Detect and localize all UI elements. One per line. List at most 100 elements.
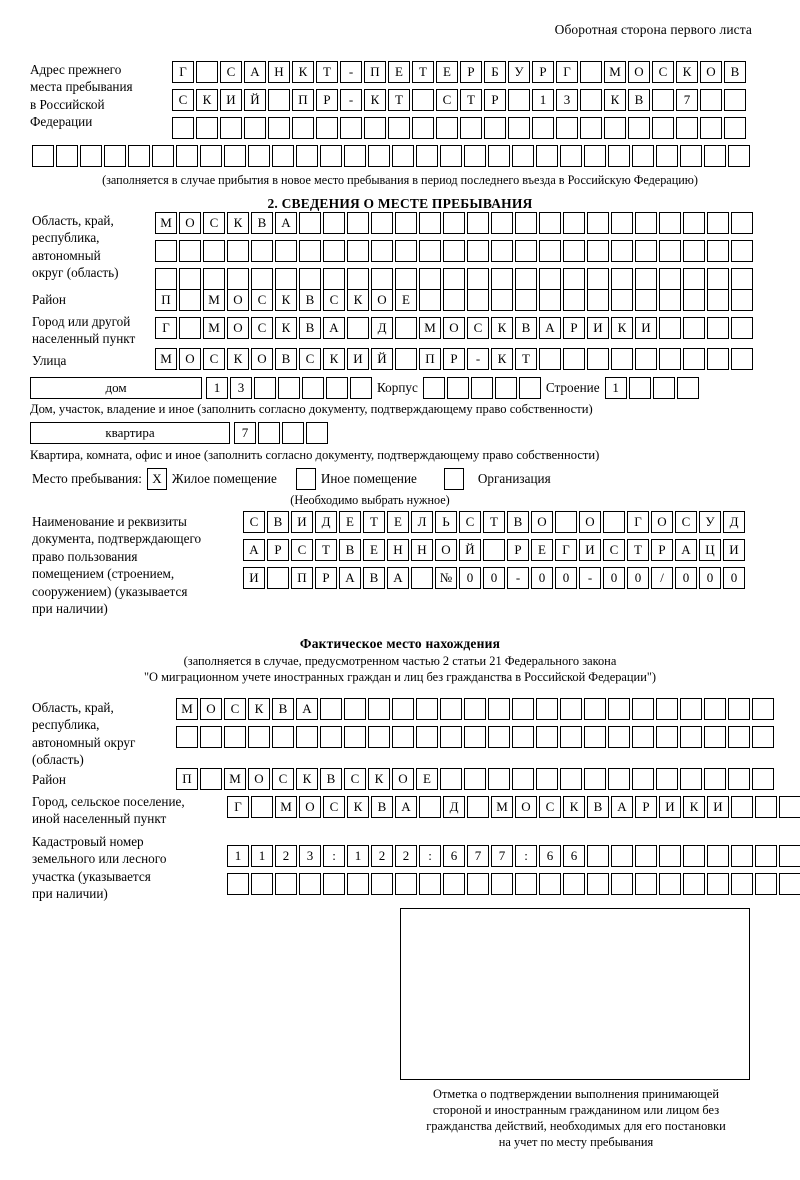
actual-region-row-1-cell-24[interactable]: [728, 698, 750, 720]
actual-district-cells-cell-6[interactable]: К: [296, 768, 318, 790]
section2-region-row-3-cell-2[interactable]: [179, 268, 201, 290]
previous-address-row-2-cell-18[interactable]: [580, 89, 602, 111]
section2-region-row-2-cell-5[interactable]: [251, 240, 273, 262]
section2-region-row-2-cell-3[interactable]: [203, 240, 225, 262]
previous-address-row-3-cell-4[interactable]: [244, 117, 266, 139]
previous-address-row-2-cell-12[interactable]: С: [436, 89, 458, 111]
section2-district-cells-cell-1[interactable]: П: [155, 289, 177, 311]
house-number-cells-cell-1[interactable]: 1: [206, 377, 228, 399]
actual-region-row-1-cell-23[interactable]: [704, 698, 726, 720]
document-row-3-cell-14[interactable]: 0: [555, 567, 577, 589]
section2-city-cells-cell-25[interactable]: [731, 317, 753, 339]
previous-address-row-1-cell-4[interactable]: А: [244, 61, 266, 83]
section2-district-cells-cell-10[interactable]: О: [371, 289, 393, 311]
document-row-3-cell-10[interactable]: 0: [459, 567, 481, 589]
section2-city-cells-cell-22[interactable]: [659, 317, 681, 339]
section2-region-row-1-cell-10[interactable]: [371, 212, 393, 234]
previous-address-row-4-cell-15[interactable]: [368, 145, 390, 167]
previous-address-row-4-cell-14[interactable]: [344, 145, 366, 167]
section2-region-row-2-cell-23[interactable]: [683, 240, 705, 262]
document-row-1-cell-16[interactable]: [603, 511, 625, 533]
actual-region-row-1-cell-1[interactable]: М: [176, 698, 198, 720]
actual-city-cells-cell-7[interactable]: В: [371, 796, 393, 818]
cadastral-row-2-cell-11[interactable]: [467, 873, 489, 895]
cadastral-row-1-cell-7[interactable]: 2: [371, 845, 393, 867]
actual-region-row-1-cell-11[interactable]: [416, 698, 438, 720]
section2-street-cells-cell-20[interactable]: [611, 348, 633, 370]
previous-address-row-3-cell-2[interactable]: [196, 117, 218, 139]
section2-region-row-2-cell-20[interactable]: [611, 240, 633, 262]
previous-address-row-3-cell-23[interactable]: [700, 117, 722, 139]
previous-address-row-4-cell-2[interactable]: [56, 145, 78, 167]
actual-district-cells-cell-25[interactable]: [752, 768, 774, 790]
previous-address-row-1-cell-3[interactable]: С: [220, 61, 242, 83]
section2-district-cells-cell-5[interactable]: С: [251, 289, 273, 311]
section2-region-row-1-cell-18[interactable]: [563, 212, 585, 234]
document-row-2-cell-2[interactable]: Р: [267, 539, 289, 561]
section2-district-cells-cell-3[interactable]: М: [203, 289, 225, 311]
previous-address-row-2-cell-3[interactable]: И: [220, 89, 242, 111]
section2-region-row-1-cell-21[interactable]: [635, 212, 657, 234]
document-row-3-cell-3[interactable]: П: [291, 567, 313, 589]
section2-region-row-2-cell-18[interactable]: [563, 240, 585, 262]
actual-region-row-1-cell-10[interactable]: [392, 698, 414, 720]
document-row-1-cell-12[interactable]: В: [507, 511, 529, 533]
document-row-2-cell-14[interactable]: Г: [555, 539, 577, 561]
document-row-3-cell-8[interactable]: [411, 567, 433, 589]
section2-region-row-1-cell-13[interactable]: [443, 212, 465, 234]
flat-number-cells-cell-1[interactable]: 7: [234, 422, 256, 444]
previous-address-row-1-cell-11[interactable]: Т: [412, 61, 434, 83]
previous-address-row-3-cell-24[interactable]: [724, 117, 746, 139]
actual-district-cells-cell-22[interactable]: [680, 768, 702, 790]
cadastral-row-2-cell-16[interactable]: [587, 873, 609, 895]
section2-region-row-1-cell-12[interactable]: [419, 212, 441, 234]
cadastral-row-2-cell-3[interactable]: [275, 873, 297, 895]
section2-region-row-3-cell-9[interactable]: [347, 268, 369, 290]
actual-district-cells-cell-17[interactable]: [560, 768, 582, 790]
cadastral-row-2-cell-5[interactable]: [323, 873, 345, 895]
section2-district-cells-cell-16[interactable]: [515, 289, 537, 311]
document-row-3-cell-16[interactable]: 0: [603, 567, 625, 589]
cadastral-row-1-cell-2[interactable]: 1: [251, 845, 273, 867]
cadastral-row-1-cell-20[interactable]: [683, 845, 705, 867]
previous-address-row-2-cell-23[interactable]: [700, 89, 722, 111]
structure-number-cells-cell-1[interactable]: 1: [604, 377, 627, 399]
document-row-2-cell-5[interactable]: В: [339, 539, 361, 561]
document-row-3[interactable]: И П Р А В А № 0 0-0 0-0 0/0 0 0: [243, 567, 745, 589]
section2-region-row-3-cell-11[interactable]: [395, 268, 417, 290]
cadastral-row-1-cell-10[interactable]: 6: [443, 845, 465, 867]
section2-region-row-2-cell-17[interactable]: [539, 240, 561, 262]
previous-address-row-4-cell-3[interactable]: [80, 145, 102, 167]
section2-street-cells-cell-11[interactable]: [395, 348, 417, 370]
previous-address-row-1-cell-9[interactable]: П: [364, 61, 386, 83]
actual-city-cells-cell-14[interactable]: С: [539, 796, 561, 818]
previous-address-row-4-cell-13[interactable]: [320, 145, 342, 167]
section2-city-cells-cell-3[interactable]: М: [203, 317, 225, 339]
actual-region-row-2-cell-5[interactable]: [272, 726, 294, 748]
actual-city-cells-cell-24[interactable]: [779, 796, 800, 818]
previous-address-row-4-cell-6[interactable]: [152, 145, 174, 167]
previous-address-row-2-cell-2[interactable]: К: [196, 89, 218, 111]
previous-address-row-2-cell-24[interactable]: [724, 89, 746, 111]
previous-address-row-4-cell-11[interactable]: [272, 145, 294, 167]
previous-address-row-2-cell-15[interactable]: [508, 89, 530, 111]
actual-region-row-2[interactable]: [176, 726, 774, 748]
previous-address-row-1-cell-12[interactable]: Е: [436, 61, 458, 83]
section2-street-cells-cell-23[interactable]: [683, 348, 705, 370]
building-number-cells-cell-5[interactable]: [518, 377, 541, 399]
section2-region-row-2-cell-22[interactable]: [659, 240, 681, 262]
section2-region-row-3-cell-18[interactable]: [563, 268, 585, 290]
previous-address-row-1-cell-5[interactable]: Н: [268, 61, 290, 83]
actual-region-row-1-cell-17[interactable]: [560, 698, 582, 720]
section2-region-row-1-cell-2[interactable]: О: [179, 212, 201, 234]
previous-address-row-2-cell-6[interactable]: П: [292, 89, 314, 111]
previous-address-row-4-cell-9[interactable]: [224, 145, 246, 167]
previous-address-row-2-cell-8[interactable]: -: [340, 89, 362, 111]
